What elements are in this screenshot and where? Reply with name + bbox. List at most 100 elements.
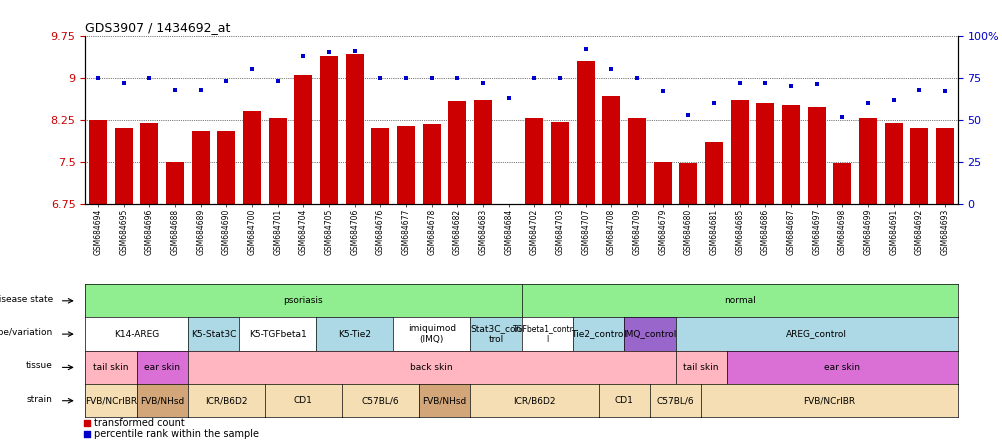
Bar: [910, 128, 928, 204]
Point: [808, 81, 824, 88]
Text: FVB/NCrIBR: FVB/NCrIBR: [85, 396, 137, 405]
Bar: [397, 126, 415, 204]
Point: [603, 66, 619, 73]
Text: K5-TGFbeta1: K5-TGFbeta1: [248, 329, 307, 339]
Bar: [602, 96, 620, 204]
Text: normal: normal: [723, 296, 755, 305]
Text: IMQ_control: IMQ_control: [622, 329, 676, 339]
Text: K5-Tie2: K5-Tie2: [338, 329, 371, 339]
Point: [628, 74, 644, 81]
Text: Tie2_control: Tie2_control: [570, 329, 625, 339]
Bar: [89, 120, 107, 204]
Bar: [704, 143, 722, 204]
Bar: [191, 131, 209, 204]
Bar: [833, 163, 851, 204]
Text: back skin: back skin: [410, 363, 453, 372]
Bar: [627, 118, 645, 204]
Text: ICR/B6D2: ICR/B6D2: [513, 396, 555, 405]
Point: [705, 99, 721, 107]
Text: GDS3907 / 1434692_at: GDS3907 / 1434692_at: [85, 21, 230, 34]
Text: strain: strain: [27, 395, 53, 404]
Point: [115, 79, 131, 86]
Text: tissue: tissue: [26, 361, 53, 370]
Text: genotype/variation: genotype/variation: [0, 328, 53, 337]
Bar: [807, 107, 825, 204]
Bar: [346, 54, 364, 204]
Point: [730, 79, 746, 86]
Bar: [884, 123, 902, 204]
Point: [398, 74, 414, 81]
Point: [577, 45, 593, 52]
Point: [347, 47, 363, 54]
Text: ear skin: ear skin: [144, 363, 180, 372]
Bar: [550, 122, 568, 204]
Bar: [474, 100, 492, 204]
Point: [526, 74, 542, 81]
Text: percentile rank within the sample: percentile rank within the sample: [94, 429, 259, 439]
Bar: [525, 118, 543, 204]
Text: psoriasis: psoriasis: [284, 296, 323, 305]
Text: tail skin: tail skin: [93, 363, 128, 372]
Point: [372, 74, 388, 81]
Point: [90, 74, 106, 81]
Point: [167, 86, 183, 93]
Text: K14-AREG: K14-AREG: [114, 329, 159, 339]
Text: TGFbeta1_control
l: TGFbeta1_control l: [513, 325, 580, 344]
Point: [936, 87, 952, 95]
Bar: [730, 100, 747, 204]
Text: CD1: CD1: [614, 396, 633, 405]
Bar: [422, 124, 440, 204]
Bar: [320, 56, 338, 204]
Point: [218, 78, 234, 85]
Bar: [756, 103, 774, 204]
Bar: [166, 162, 184, 204]
Point: [270, 78, 286, 85]
Text: K5-Stat3C: K5-Stat3C: [190, 329, 236, 339]
Bar: [576, 61, 594, 204]
Bar: [269, 118, 287, 204]
Bar: [499, 204, 517, 206]
Bar: [371, 128, 389, 204]
Bar: [114, 128, 132, 204]
Text: transformed count: transformed count: [94, 418, 184, 428]
Point: [475, 79, 491, 86]
Text: FVB/NHsd: FVB/NHsd: [422, 396, 466, 405]
Bar: [295, 75, 312, 204]
Point: [885, 96, 901, 103]
Text: disease state: disease state: [0, 295, 53, 304]
Point: [679, 111, 695, 119]
Point: [500, 95, 516, 102]
Bar: [858, 118, 876, 204]
Point: [859, 99, 875, 107]
Text: ICR/B6D2: ICR/B6D2: [205, 396, 247, 405]
Point: [243, 66, 260, 73]
Text: imiquimod
(IMQ): imiquimod (IMQ): [407, 325, 455, 344]
Text: tail skin: tail skin: [682, 363, 718, 372]
Text: FVB/NHsd: FVB/NHsd: [140, 396, 184, 405]
Bar: [448, 101, 466, 204]
Point: [783, 83, 799, 90]
Point: [192, 86, 208, 93]
Point: [911, 86, 927, 93]
Text: ear skin: ear skin: [824, 363, 860, 372]
Point: [269, 274, 285, 281]
Point: [654, 87, 670, 95]
Point: [834, 113, 850, 120]
Bar: [782, 105, 800, 204]
Point: [295, 52, 311, 59]
Point: [321, 49, 337, 56]
Point: [141, 74, 157, 81]
Text: CD1: CD1: [294, 396, 313, 405]
Bar: [678, 163, 696, 204]
Point: [423, 74, 439, 81]
Text: C57BL/6: C57BL/6: [362, 396, 399, 405]
Bar: [935, 128, 953, 204]
Bar: [653, 162, 671, 204]
Point: [551, 74, 567, 81]
Text: FVB/NCrIBR: FVB/NCrIBR: [803, 396, 855, 405]
Point: [449, 74, 465, 81]
Bar: [140, 123, 158, 204]
Point: [269, 374, 285, 381]
Bar: [217, 131, 235, 204]
Point: [757, 79, 773, 86]
